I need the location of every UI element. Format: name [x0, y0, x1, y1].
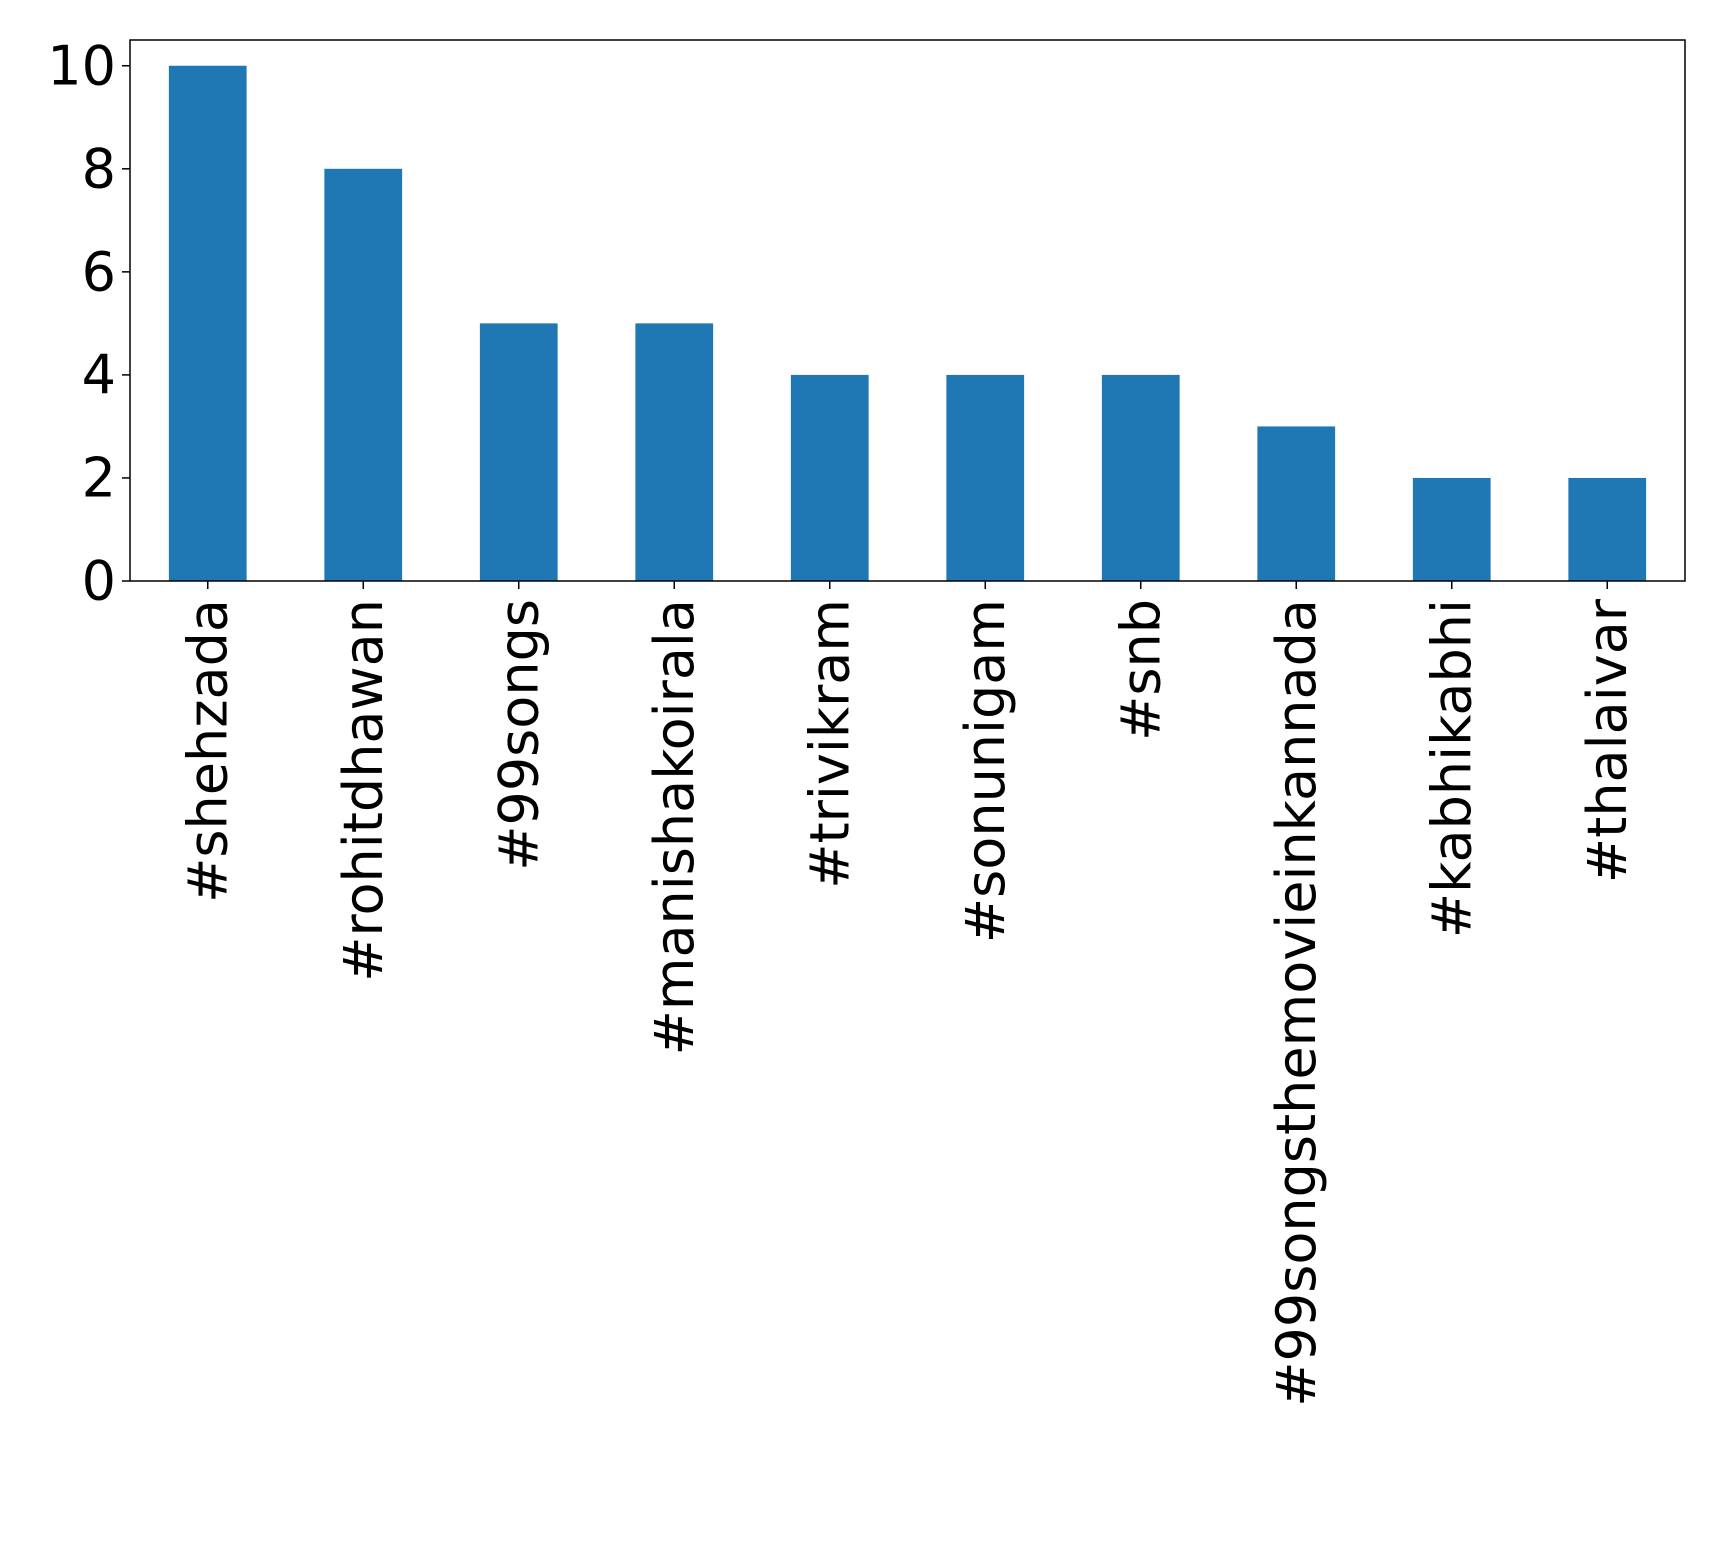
bar-kabhikabhi — [1412, 477, 1491, 581]
bar-99songs — [479, 323, 558, 581]
plot-frame — [129, 39, 1686, 582]
bar-thalaivar — [1568, 477, 1647, 581]
x-tick-label-shehzada: #shehzada — [176, 599, 239, 903]
x-tick-label-rohitdhawan: #rohitdhawan — [332, 599, 395, 982]
x-tick-label-sonunigam: #sonunigam — [954, 599, 1017, 943]
x-tick-label-99songsthemovieinkannada: #99songsthemovieinkannada — [1265, 599, 1328, 1407]
bar-trivikram — [790, 374, 869, 581]
x-tick-label-kabhikabhi: #kabhikabhi — [1420, 599, 1483, 938]
x-tick-label-snb: #snb — [1109, 599, 1172, 741]
y-tick-label: 0 — [82, 550, 116, 613]
bar-rohitdhawan — [324, 168, 403, 582]
x-tick-label-99songs: #99songs — [487, 599, 550, 871]
y-tick-label: 10 — [47, 34, 116, 97]
y-tick-label: 6 — [82, 240, 116, 303]
bars-group — [168, 65, 1647, 582]
x-axis: #shehzada #rohitdhawan #99songs #manishakoi… — [176, 581, 1639, 1407]
x-tick-label-thalaivar: #thalaivar — [1576, 598, 1639, 883]
y-axis: 0 2 4 6 8 10 — [47, 34, 130, 613]
bar-99songsthemovieinkannada — [1257, 426, 1336, 581]
bar-manishakoirala — [635, 323, 714, 581]
bar-shehzada — [168, 65, 247, 581]
y-tick-label: 4 — [82, 343, 116, 406]
x-tick-label-manishakoirala: #manishakoirala — [643, 599, 706, 1055]
y-tick-label: 8 — [82, 137, 116, 200]
x-tick-label-trivikram: #trivikram — [798, 599, 861, 889]
y-tick-label: 2 — [82, 446, 116, 509]
bar-sonunigam — [946, 374, 1025, 581]
bar-snb — [1101, 374, 1180, 581]
